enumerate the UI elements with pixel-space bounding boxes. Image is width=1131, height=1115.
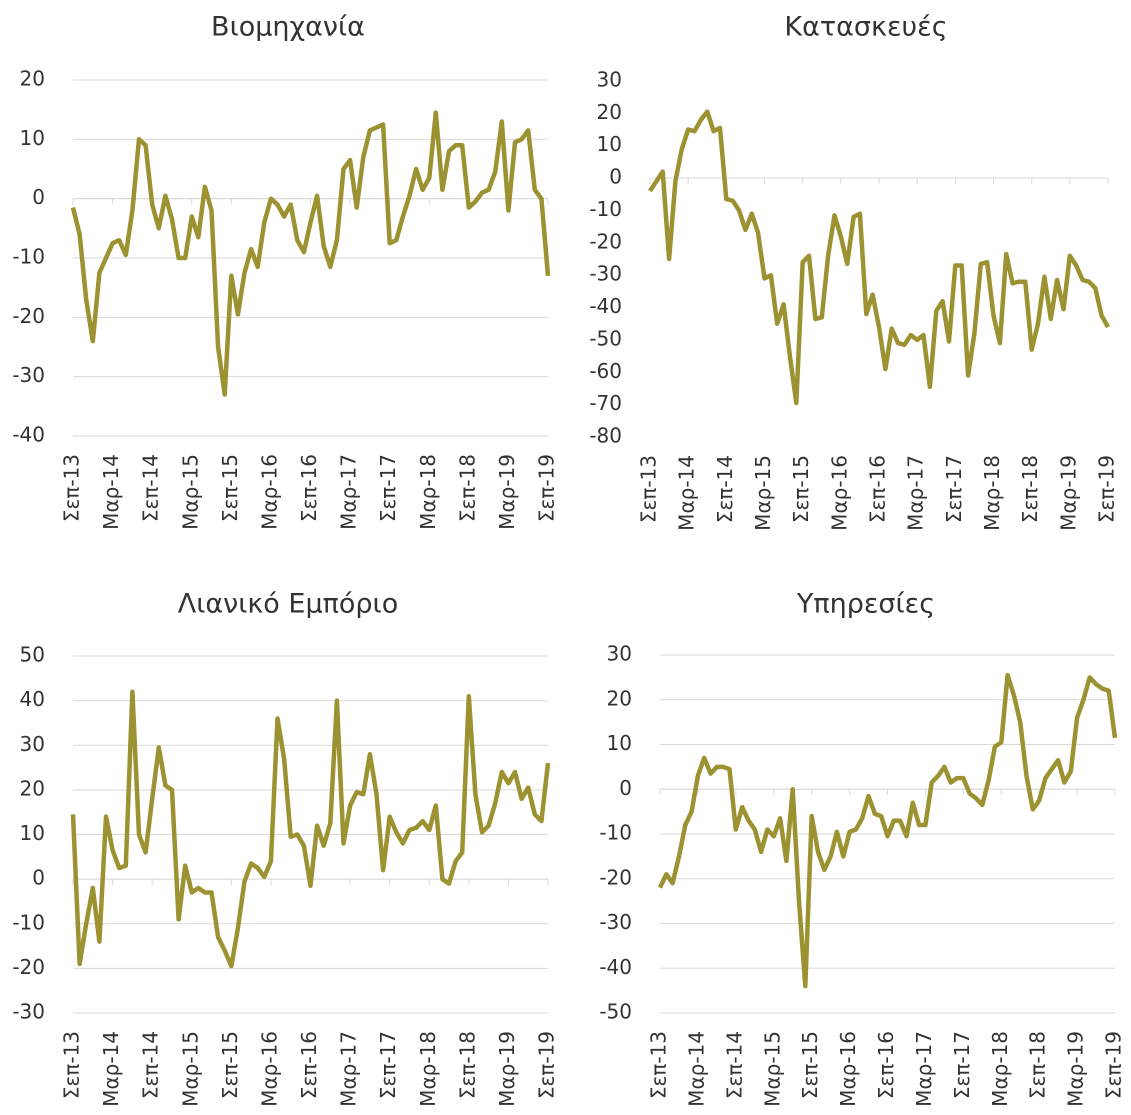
x-tick-label: Μαρ-17: [337, 454, 361, 530]
x-tick-label: Σεπ-17: [376, 454, 400, 522]
x-tick-label: Σεπ-15: [218, 1031, 242, 1099]
series-line: [648, 109, 1110, 406]
y-tick-label: 30: [607, 642, 632, 666]
series-line: [70, 689, 551, 969]
y-tick-label: -20: [12, 304, 45, 328]
y-tick-label: -30: [12, 363, 45, 387]
y-tick-label: -40: [12, 423, 45, 447]
y-tick-label: 50: [20, 643, 45, 667]
x-tick-label: Μαρ-15: [178, 1031, 202, 1107]
x-tick-label: Σεπ-16: [297, 1031, 321, 1099]
x-tick-label: Μαρ-14: [675, 455, 699, 531]
chart-title: Βιομηχανία: [211, 12, 365, 43]
x-tick-label: Μαρ-14: [99, 454, 123, 530]
x-tick-label: Σεπ-16: [866, 455, 890, 523]
y-tick-label: 20: [20, 67, 45, 91]
x-tick-label: Μαρ-18: [988, 1031, 1012, 1107]
x-tick-label: Μαρ-19: [1064, 1031, 1088, 1107]
y-tick-label: 20: [607, 686, 632, 710]
y-tick-label: 0: [609, 165, 622, 189]
x-tick-label: Σεπ-19: [1102, 1031, 1126, 1099]
y-tick-label: 10: [20, 821, 45, 845]
y-tick-label: -30: [589, 262, 622, 286]
y-tick-label: -40: [599, 955, 632, 979]
x-tick-label: Σεπ-13: [60, 454, 84, 522]
y-tick-label: 0: [619, 776, 632, 800]
y-tick-label: 30: [597, 68, 622, 92]
x-tick-label: Σεπ-15: [789, 455, 813, 523]
x-tick-label: Σεπ-13: [60, 1031, 84, 1099]
chart-title: Κατασκευές: [784, 12, 947, 43]
x-tick-label: Σεπ-14: [139, 1031, 163, 1099]
x-tick-label: Σεπ-18: [1026, 1031, 1050, 1099]
x-tick-label: Μαρ-14: [684, 1031, 708, 1107]
chart-title: Λιανικό Εμπόριο: [178, 589, 398, 620]
x-tick-label: Σεπ-14: [722, 1031, 746, 1099]
x-tick-label: Μαρ-15: [751, 455, 775, 531]
y-tick-label: -10: [12, 245, 45, 269]
x-tick-label: Σεπ-19: [1095, 455, 1119, 523]
y-tick-label: -50: [599, 1000, 632, 1024]
x-tick-label: Μαρ-14: [99, 1031, 123, 1107]
y-tick-label: 10: [20, 126, 45, 150]
y-tick-label: 20: [20, 776, 45, 800]
y-tick-label: -10: [599, 821, 632, 845]
x-tick-label: Σεπ-14: [139, 454, 163, 522]
x-tick-label: Μαρ-15: [178, 454, 202, 530]
x-tick-label: Μαρ-18: [416, 454, 440, 530]
x-tick-label: Μαρ-15: [760, 1031, 784, 1107]
x-tick-label: Μαρ-17: [337, 1031, 361, 1107]
y-tick-label: -10: [589, 197, 622, 221]
y-tick-label: -10: [12, 910, 45, 934]
x-tick-label: Μαρ-17: [912, 1031, 936, 1107]
y-tick-label: -20: [589, 229, 622, 253]
y-tick-label: -30: [12, 1000, 45, 1024]
x-tick-label: Σεπ-14: [713, 455, 737, 523]
y-tick-label: -60: [589, 359, 622, 383]
x-tick-label: Σεπ-13: [647, 1031, 671, 1099]
x-tick-label: Μαρ-19: [495, 454, 519, 530]
x-tick-label: Σεπ-16: [874, 1031, 898, 1099]
x-tick-label: Μαρ-18: [416, 1031, 440, 1107]
y-tick-label: 0: [32, 185, 45, 209]
x-tick-label: Σεπ-18: [1018, 455, 1042, 523]
x-tick-label: Σεπ-18: [455, 1031, 479, 1099]
x-tick-label: Μαρ-19: [495, 1031, 519, 1107]
x-tick-label: Σεπ-19: [535, 1031, 559, 1099]
x-tick-label: Σεπ-19: [535, 454, 559, 522]
y-tick-label: -20: [12, 955, 45, 979]
y-tick-label: 10: [597, 132, 622, 156]
y-tick-label: 40: [20, 687, 45, 711]
y-tick-label: -20: [599, 865, 632, 889]
series-line: [70, 110, 551, 397]
x-tick-label: Σεπ-15: [218, 454, 242, 522]
y-tick-label: 0: [32, 866, 45, 890]
x-tick-label: Μαρ-19: [1056, 455, 1080, 531]
x-tick-label: Σεπ-13: [637, 455, 661, 523]
y-tick-label: 10: [607, 731, 632, 755]
y-tick-label: 30: [20, 732, 45, 756]
x-tick-label: Μαρ-18: [980, 455, 1004, 531]
chart-title: Υπηρεσίες: [796, 589, 935, 620]
x-tick-label: Μαρ-17: [904, 455, 928, 531]
x-tick-label: Μαρ-16: [257, 1031, 281, 1107]
x-tick-label: Σεπ-16: [297, 454, 321, 522]
x-tick-label: Σεπ-17: [942, 455, 966, 523]
x-tick-label: Μαρ-16: [257, 454, 281, 530]
x-tick-label: Σεπ-17: [376, 1031, 400, 1099]
x-tick-label: Σεπ-18: [455, 454, 479, 522]
y-tick-label: -70: [589, 391, 622, 415]
series-line: [657, 672, 1118, 989]
y-tick-label: -80: [589, 424, 622, 448]
x-tick-label: Σεπ-15: [798, 1031, 822, 1099]
y-tick-label: -50: [589, 326, 622, 350]
y-tick-label: -30: [599, 910, 632, 934]
y-tick-label: 20: [597, 100, 622, 124]
x-tick-label: Μαρ-16: [836, 1031, 860, 1107]
x-tick-label: Σεπ-17: [950, 1031, 974, 1099]
y-tick-label: -40: [589, 294, 622, 318]
x-tick-label: Μαρ-16: [827, 455, 851, 531]
